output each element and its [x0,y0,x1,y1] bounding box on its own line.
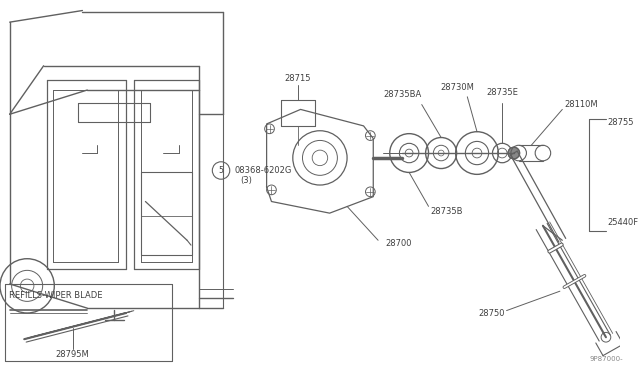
Text: 28715: 28715 [284,74,311,83]
Text: 28735B: 28735B [431,207,463,216]
Text: 28750: 28750 [478,309,504,318]
Text: 28110M: 28110M [564,100,598,109]
Text: 08368-6202G: 08368-6202G [235,166,292,175]
Text: REFILLS-WIPER BLADE: REFILLS-WIPER BLADE [9,291,102,300]
Text: 25440F: 25440F [608,218,639,227]
Text: 28730M: 28730M [440,83,474,92]
Text: 9P87000-: 9P87000- [589,356,623,362]
Text: 28755: 28755 [608,118,634,126]
Text: (3): (3) [241,176,252,185]
Text: 28700: 28700 [386,239,412,248]
Text: 28735BA: 28735BA [383,90,421,99]
Text: 28795M: 28795M [56,350,90,359]
Text: 5: 5 [219,166,223,175]
Text: 28735E: 28735E [486,89,518,97]
Circle shape [508,147,520,159]
